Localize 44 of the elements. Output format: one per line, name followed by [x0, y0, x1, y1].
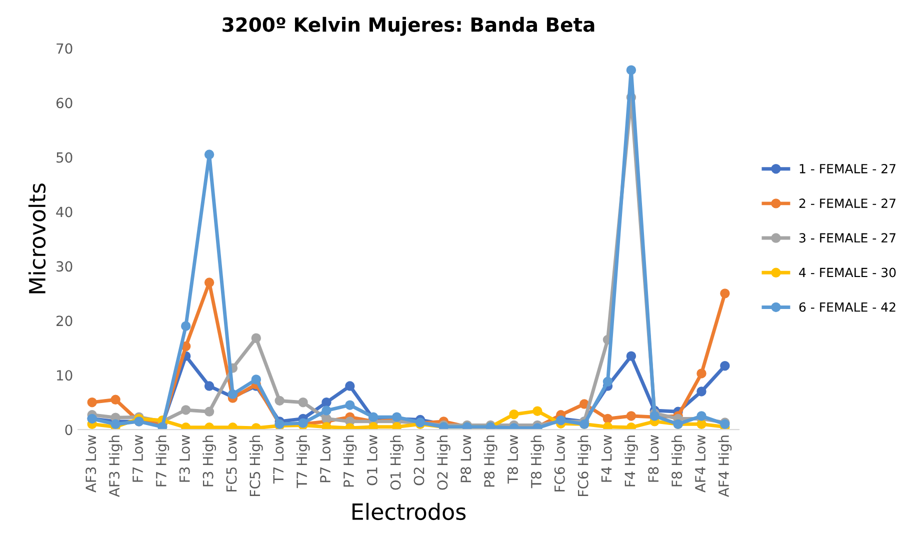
x-tick-label: F7 High — [156, 436, 170, 486]
x-tick-label: AF3 High — [108, 436, 122, 498]
legend-label: 4 - FEMALE - 30 — [799, 268, 896, 278]
x-tick-label: F8 High — [671, 436, 685, 486]
x-tick-label: P8 High — [484, 436, 498, 487]
x-tick-label: T8 Low — [508, 435, 518, 484]
x-tick-label: FC5 High — [249, 436, 263, 496]
x-tick-label: AF3 Low — [86, 435, 96, 492]
y-tick-label: 0 — [65, 424, 72, 436]
x-tick-label: FC5 Low — [226, 435, 237, 492]
x-tick-label: F4 Low — [601, 435, 612, 482]
y-tick-label: 70 — [56, 43, 72, 54]
x-tick-label: F3 Low — [179, 435, 190, 482]
legend-label: 2 - FEMALE - 27 — [799, 198, 896, 208]
x-tick-label: F4 High — [624, 436, 638, 486]
y-axis-title: Microvolts — [28, 184, 46, 294]
y-tick-label: 10 — [57, 370, 72, 381]
x-tick-label: F3 High — [202, 436, 216, 486]
x-tick-label: FC6 Low — [554, 435, 565, 492]
y-tick-label: 50 — [56, 152, 72, 163]
legend-label: 6 - FEMALE - 42 — [799, 302, 896, 312]
x-tick-label: FC6 High — [578, 436, 592, 496]
x-tick-label: O2 High — [436, 436, 450, 490]
y-tick-label: 20 — [56, 316, 72, 326]
x-tick-label: F7 Low — [132, 435, 143, 482]
x-tick-label: AF4 High — [718, 436, 732, 498]
x-tick-label: P8 Low — [460, 435, 472, 482]
legend-label: 1 - FEMALE - 27 — [800, 164, 896, 174]
x-axis-title: Electrodos — [352, 502, 466, 520]
x-tick-label: AF4 Low — [695, 435, 706, 492]
x-tick-label: F8 Low — [648, 435, 659, 482]
chart-title: 3200º Kelvin Mujeres: Banda Beta — [222, 16, 594, 36]
y-tick-label: 30 — [56, 261, 72, 272]
x-tick-label: T7 High — [296, 436, 310, 488]
x-tick-label: O2 Low — [414, 435, 424, 486]
x-tick-label: P7 Low — [320, 435, 331, 482]
x-tick-label: T8 High — [530, 436, 544, 488]
y-tick-label: 40 — [56, 206, 72, 218]
x-tick-label: O1 Low — [366, 435, 378, 486]
y-tick-label: 60 — [56, 98, 72, 108]
x-tick-label: P7 High — [343, 436, 357, 487]
x-tick-label: T7 Low — [273, 435, 284, 484]
legend-label: 3 - FEMALE - 27 — [799, 233, 896, 243]
x-tick-label: O1 High — [390, 436, 404, 490]
